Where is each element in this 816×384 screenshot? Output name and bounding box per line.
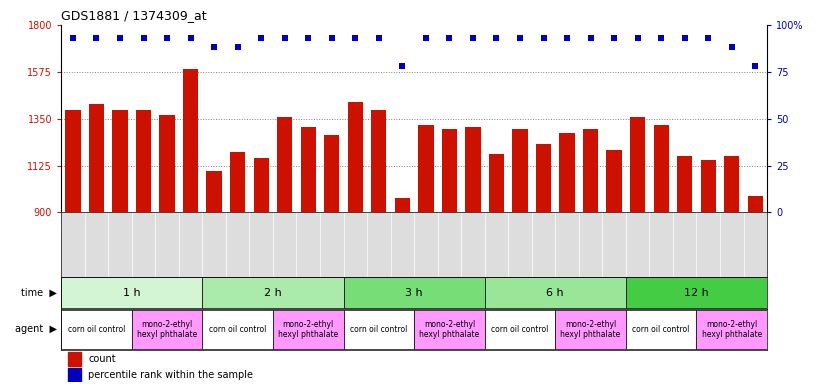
Text: corn oil control: corn oil control: [632, 325, 690, 334]
Point: [467, 35, 480, 41]
Bar: [701, 161, 716, 212]
Point: [326, 35, 339, 41]
Bar: [65, 110, 81, 212]
Bar: [560, 133, 574, 212]
Point: [513, 35, 526, 41]
Text: 3 h: 3 h: [406, 288, 423, 298]
Text: GDS1881 / 1374309_at: GDS1881 / 1374309_at: [61, 9, 206, 22]
Bar: [113, 110, 127, 212]
Point: [372, 35, 385, 41]
Bar: [344, 310, 414, 349]
Point: [702, 35, 715, 41]
Text: 1 h: 1 h: [123, 288, 140, 298]
Bar: [724, 156, 739, 212]
Point: [443, 35, 456, 41]
Bar: [747, 196, 763, 212]
Bar: [677, 156, 692, 212]
Point: [561, 35, 574, 41]
Text: count: count: [88, 354, 116, 364]
Bar: [300, 127, 316, 212]
Bar: [131, 310, 202, 349]
Text: time  ▶: time ▶: [21, 288, 57, 298]
Point: [584, 35, 597, 41]
Bar: [626, 277, 767, 308]
Bar: [230, 152, 246, 212]
Bar: [630, 117, 645, 212]
Bar: [206, 171, 222, 212]
Text: mono-2-ethyl
hexyl phthalate: mono-2-ethyl hexyl phthalate: [419, 320, 480, 339]
Point: [278, 35, 291, 41]
Point: [113, 35, 126, 41]
Text: mono-2-ethyl
hexyl phthalate: mono-2-ethyl hexyl phthalate: [137, 320, 197, 339]
Bar: [324, 136, 339, 212]
Bar: [202, 277, 344, 308]
Text: corn oil control: corn oil control: [68, 325, 125, 334]
Bar: [536, 144, 551, 212]
Bar: [555, 310, 626, 349]
Bar: [159, 114, 175, 212]
Point: [184, 35, 197, 41]
Bar: [89, 104, 104, 212]
Text: 6 h: 6 h: [547, 288, 564, 298]
Point: [608, 35, 621, 41]
Bar: [61, 277, 202, 308]
Text: mono-2-ethyl
hexyl phthalate: mono-2-ethyl hexyl phthalate: [278, 320, 339, 339]
Point: [161, 35, 174, 41]
Bar: [414, 310, 485, 349]
Text: 2 h: 2 h: [264, 288, 282, 298]
Text: mono-2-ethyl
hexyl phthalate: mono-2-ethyl hexyl phthalate: [702, 320, 762, 339]
Bar: [183, 69, 198, 212]
Point: [137, 35, 150, 41]
Bar: [344, 277, 485, 308]
Point: [419, 35, 432, 41]
Point: [537, 35, 550, 41]
Bar: [626, 310, 697, 349]
Point: [231, 45, 244, 51]
Point: [490, 35, 503, 41]
Text: corn oil control: corn oil control: [209, 325, 266, 334]
Point: [255, 35, 268, 41]
Text: corn oil control: corn oil control: [350, 325, 407, 334]
Bar: [512, 129, 528, 212]
Point: [749, 63, 762, 69]
Point: [678, 35, 691, 41]
Bar: [654, 125, 669, 212]
Text: mono-2-ethyl
hexyl phthalate: mono-2-ethyl hexyl phthalate: [561, 320, 621, 339]
Point: [631, 35, 644, 41]
Bar: [371, 110, 387, 212]
Bar: [485, 277, 626, 308]
Bar: [489, 154, 504, 212]
Bar: [202, 310, 273, 349]
Bar: [583, 129, 598, 212]
Text: agent  ▶: agent ▶: [16, 324, 57, 334]
Point: [302, 35, 315, 41]
Bar: [441, 129, 457, 212]
Bar: [69, 367, 81, 382]
Bar: [395, 198, 410, 212]
Bar: [348, 102, 363, 212]
Bar: [419, 125, 433, 212]
Text: percentile rank within the sample: percentile rank within the sample: [88, 370, 253, 380]
Bar: [61, 310, 131, 349]
Bar: [69, 351, 81, 366]
Point: [654, 35, 667, 41]
Point: [725, 45, 738, 51]
Bar: [465, 127, 481, 212]
Point: [90, 35, 103, 41]
Bar: [277, 117, 292, 212]
Point: [348, 35, 361, 41]
Text: corn oil control: corn oil control: [491, 325, 548, 334]
Bar: [254, 158, 268, 212]
Point: [207, 45, 220, 51]
Bar: [273, 310, 344, 349]
Bar: [606, 150, 622, 212]
Bar: [485, 310, 555, 349]
Point: [66, 35, 79, 41]
Text: 12 h: 12 h: [684, 288, 709, 298]
Bar: [136, 110, 151, 212]
Bar: [696, 310, 767, 349]
Point: [396, 63, 409, 69]
